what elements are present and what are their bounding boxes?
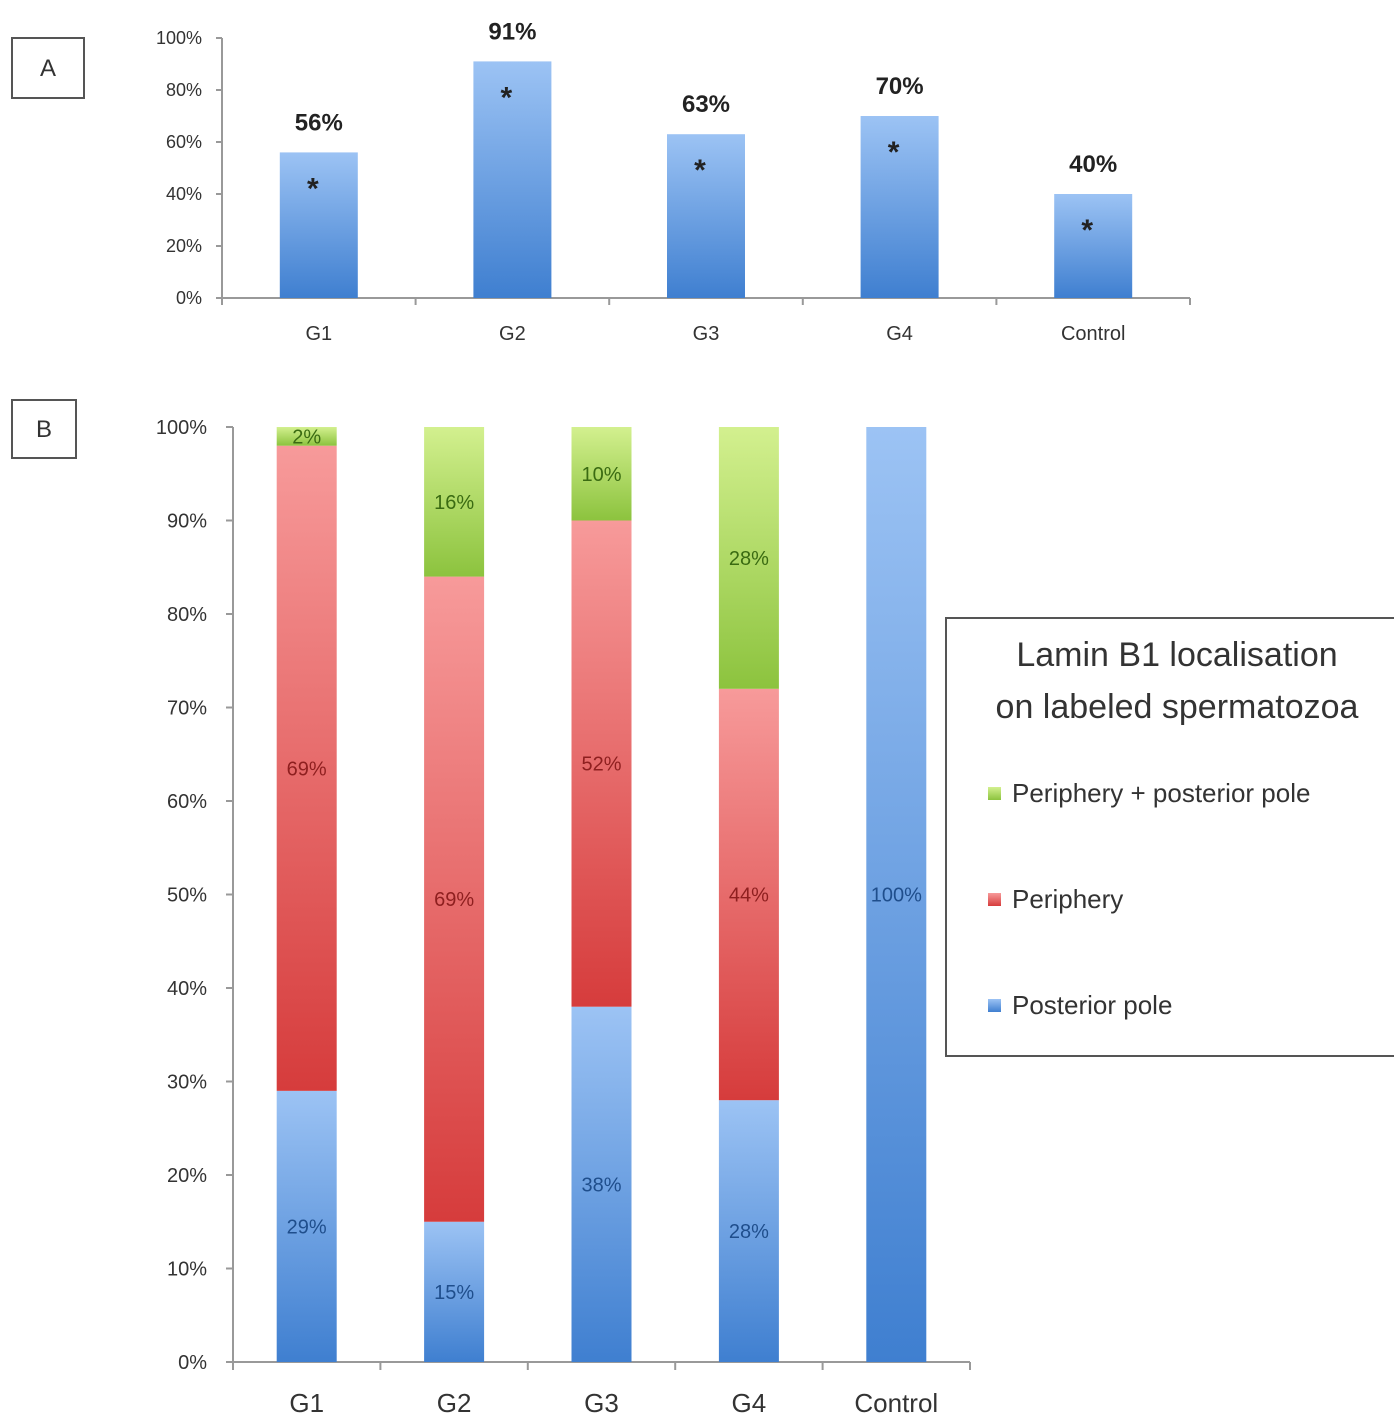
panel-b-segment-label: 2% [292,426,321,448]
panel-b-letter: B [36,416,52,443]
panel-a-bar-g1 [279,152,358,298]
panel-a-category-label: G1 [305,323,332,345]
panel-b-label-box [11,399,77,459]
panel-b-segment-blue [424,1221,485,1362]
panel-a-asterisk: * [307,172,319,205]
panel-b-y-tick-label: 10% [167,1259,207,1281]
panel-a-category-label: G4 [886,323,913,345]
panel-b-y-tick-label: 70% [167,698,207,720]
panel-b-segment-label: 28% [729,1221,769,1243]
panel-a-y-tick-label: 40% [166,184,202,204]
panel-a-y-tick-label: 100% [156,28,202,48]
panel-b-segment-green [424,427,485,577]
panel-a-bar-g3 [667,134,745,298]
legend-title-line1: Lamin B1 localisation [1016,636,1337,674]
panel-a-value-label: 40% [1069,151,1117,178]
panel-a-value-label: 63% [682,91,730,118]
panel-b-category-label: Control [854,1388,938,1418]
panel-b-y-tick-label: 50% [167,885,207,907]
panel-b-y-tick-label: 30% [167,1072,207,1094]
panel-b-segment-blue [718,1100,779,1362]
panel-b-category-label: G3 [584,1388,619,1418]
panel-a-asterisk: * [694,154,706,187]
panel-b-segment-green [718,427,779,689]
panel-b-segment-red [424,576,485,1222]
panel-b: B 0% 10% 20% 30% 40% 50% 60% 70% 80% 90% 100% 29% 69… [11,399,1394,1418]
panel-a-asterisk: * [1081,214,1093,247]
panel-b-segment-label: 44% [729,885,769,907]
legend-title-line2: on labeled spermatozoa [996,688,1359,726]
panel-b-y-tick-label: 40% [167,978,207,1000]
panel-b-category-label: G4 [732,1388,767,1418]
panel-a-label-box [11,37,85,99]
panel-b-segment-label: 52% [581,754,621,776]
legend: Lamin B1 localisation on labeled spermat… [945,617,1394,1057]
panel-b-chart: 0% 10% 20% 30% 40% 50% 60% 70% 80% 90% 100% 29% 69% 2… [156,417,971,1418]
panel-b-segment-red [718,688,779,1101]
panel-b-segment-label: 69% [287,758,327,780]
legend-swatch-blue [988,999,1001,1012]
panel-a-category-label: G2 [499,323,526,345]
panel-b-y-tick-label: 80% [167,604,207,626]
panel-a-chart: 0% 20% 40% 60% 80% 100% 56% * G1 91% * G2 63% * G3 70% *… [156,18,1191,345]
legend-entry-periphery-posterior: Periphery + posterior pole [1012,778,1310,808]
panel-b-segment-label: 15% [434,1282,474,1304]
panel-b-segment-label: 10% [581,464,621,486]
panel-b-segment-red [276,445,337,1091]
panel-b-y-tick-label: 100% [156,417,207,439]
legend-entry-periphery: Periphery [1012,884,1123,914]
panel-b-segment-label: 28% [729,548,769,570]
panel-b-segment-label: 38% [581,1174,621,1196]
legend-swatch-green [988,787,1001,800]
panel-a-value-label: 91% [488,18,536,45]
panel-b-y-tick-label: 0% [178,1352,207,1374]
panel-b-segment-blue [571,1006,632,1362]
panel-a-value-label: 56% [295,109,343,136]
panel-a-y-tick-label: 0% [176,288,202,308]
legend-box [945,617,1394,1057]
panel-b-segment-blue [866,427,927,1362]
panel-a-category-label: G3 [693,323,720,345]
panel-b-segment-blue [276,1090,337,1362]
panel-a-y-tick-label: 80% [166,80,202,100]
panel-b-segment-label: 100% [871,885,922,907]
panel-a: A 0% 20% 40% 60% 80% 100% 56% * G1 91% * G2 63% * G3 70… [11,18,1191,345]
legend-swatch-red [988,893,1001,906]
panel-a-asterisk: * [888,136,900,169]
panel-b-segment-red [571,520,632,1007]
panel-b-y-tick-label: 60% [167,791,207,813]
panel-a-bar-g4 [860,116,939,298]
panel-a-category-label: Control [1061,323,1125,345]
panel-a-y-tick-label: 20% [166,236,202,256]
legend-entry-posterior: Posterior pole [1012,990,1172,1020]
panel-b-segment-label: 29% [287,1216,327,1238]
panel-a-letter: A [40,55,56,82]
panel-b-segment-green [276,427,337,446]
panel-a-y-tick-label: 60% [166,132,202,152]
panel-a-value-label: 70% [876,73,924,100]
panel-b-category-label: G1 [289,1388,324,1418]
panel-b-segment-label: 16% [434,492,474,514]
panel-b-y-tick-label: 20% [167,1165,207,1187]
panel-a-asterisk: * [501,81,513,114]
panel-a-bar-control [1054,194,1133,298]
panel-b-segment-label: 69% [434,889,474,911]
panel-a-bar-g2 [473,61,552,299]
panel-b-segment-green [571,427,632,521]
panel-b-category-label: G2 [437,1388,472,1418]
panel-b-y-tick-label: 90% [167,511,207,533]
